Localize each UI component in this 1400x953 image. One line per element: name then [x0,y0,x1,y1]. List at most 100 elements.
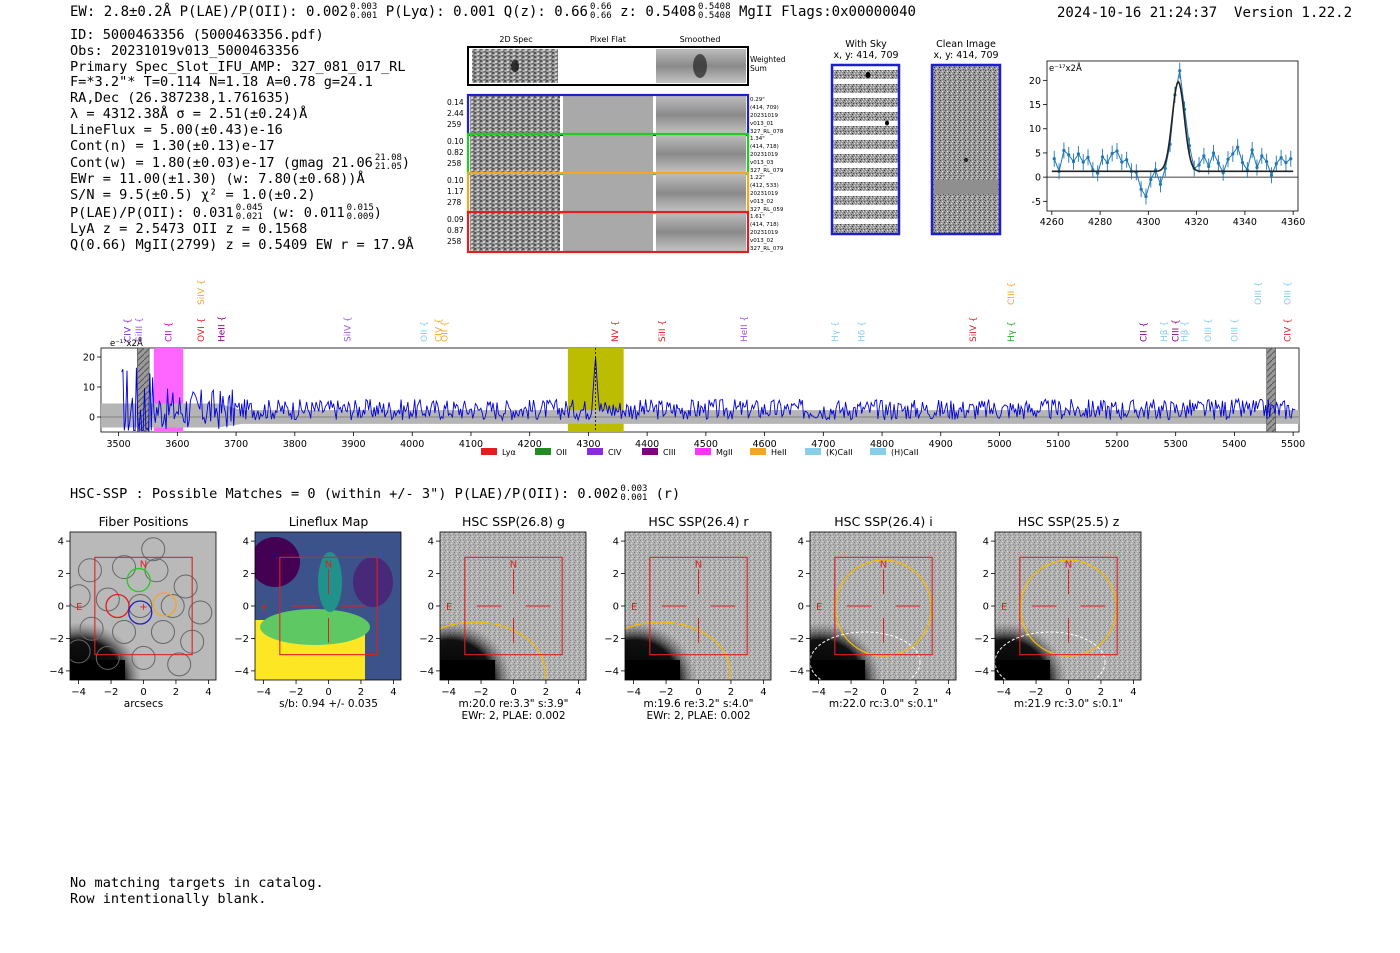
cutout-row-0: 0.14 2.44 259 0.29" (414, 709) 20231019 v013_0… [447,93,784,137]
cutout-val: 0.87 [447,226,464,235]
full-spectrum-plot: 3500 3600 3700 3800 3900 4000 4100 4200 4300 4400… [83,337,1305,457]
line-label: SiIV { [344,316,354,342]
line-label: HeII { [740,316,750,342]
zoom-ytick: 5 [1035,148,1041,159]
col-smoothed: Smoothed [680,35,721,44]
cutout-info: 327_RL_059 [750,207,784,213]
svg-text:+: + [139,602,147,613]
zoom-plot-frame [1046,60,1299,212]
line-label: OIII { [1204,318,1214,342]
panel-ytick: −2 [49,634,64,645]
line-label: SiIV { [969,316,979,342]
panel-xtick: 0 [880,687,886,698]
with-sky-panel: With Sky x, y: 414, 709 [830,39,901,236]
panel-ytick: 2 [428,569,434,580]
cutout-info: 20231019 [750,230,778,236]
spectrum-legend: Lyα OII CIV CIII MgII HeII (K)CaII (H)CaII [481,448,918,457]
panel-xtick: −2 [1029,687,1044,698]
spectra-cutouts: 2D Spec Pixel Flat Smoothed Weighted Sum… [447,35,786,254]
spectrum-xtick: 4800 [870,439,894,450]
fiber-circle [95,645,120,670]
cutout-info: 20231019 [750,191,778,197]
line-label: CIII { [1172,319,1182,342]
panel-caption: m:19.6 re:3.2" s:4.0" [644,698,754,710]
line-label: Hβ { [1180,321,1190,342]
line-label: SiIV { [197,279,207,305]
panel-xtick: 2 [173,687,179,698]
compass-e: E [76,602,82,613]
fiber-circle [150,619,175,644]
spectrum-ytick: 20 [83,353,95,364]
panel-ytick: −2 [789,634,804,645]
line-label: OVI { [197,318,207,342]
zoom-point [1260,154,1264,158]
panel-caption-2: EWr: 2, PLAE: 0.002 [646,710,750,722]
cutout-val: 0.14 [447,98,464,107]
cutout-info: 1.61" [750,214,765,220]
cutout-val: 0.10 [447,137,464,146]
svg-text:Lyα: Lyα [502,448,516,457]
spectrum-ytick: 10 [83,383,95,394]
panel-xtick: 0 [510,687,516,698]
panel-ytick: 2 [798,569,804,580]
aperture-circle [1019,559,1118,657]
cutout-info: v013_02 [750,238,774,244]
zoom-gaussian-fit [1051,80,1294,173]
zoom-point [1216,161,1220,165]
panel-xtick: 2 [1098,687,1104,698]
cutout-info: v013_01 [750,121,774,127]
line-id-labels: CIV {SiIII {CII {OVI {SiIV {HeII {SiIV {… [123,279,1293,342]
aperture-circle [834,559,933,657]
spectrum-xtick: 4700 [811,439,835,450]
fiber-circle [77,558,102,583]
zoom-point [1115,149,1119,153]
zoom-point [1279,156,1283,160]
panel-ytick: −4 [419,666,434,677]
zoom-point [1071,160,1076,164]
cutout-info: 327_RL_078 [750,129,784,135]
spectrum-xtick: 3500 [107,439,131,450]
cutout-row-3: 0.09 0.87 258 1.61" (414, 718) 20231019 v013_0… [447,210,784,254]
footer: No matching targets in catalog. Row inte… [70,875,324,907]
panel-caption-2: EWr: 2, PLAE: 0.002 [461,710,565,722]
spectrum-xtick: 4600 [753,439,777,450]
fiber-circle [167,652,192,677]
zoom-point [1289,157,1293,161]
line-label: NV { [611,321,621,342]
cutout-info: (412, 533) [750,183,779,189]
weighted-sum-row: Weighted Sum [467,46,786,86]
spectrum-xtick: 5000 [987,439,1011,450]
fiber-blue [128,600,153,625]
info-lambda: λ = 4312.38Å σ = 2.51(±0.24)Å [70,105,308,122]
fiber-circle [70,584,91,609]
spectrum-xtick: 5400 [1222,439,1246,450]
spectrum-xtick: 5100 [1046,439,1070,450]
compass-n: N [880,559,887,570]
line-label: CIII { [1007,282,1017,305]
panel-xtick: 4 [760,687,766,698]
cutout-val: 0.10 [447,176,464,185]
zoom-xtick: 4300 [1136,217,1160,228]
line-label: Hγ { [1007,321,1017,342]
panel-ytick: 2 [243,569,249,580]
header-qz: Q(z): 0.66 [503,4,588,20]
info-plae: P(LAE)/P(OII): 0.031 0.045 0.021 (w: 0.011… [70,202,382,222]
line-label: OII { [420,321,430,342]
legend-item: HeII [750,448,787,457]
zoom-xtick: 4340 [1233,217,1257,228]
line-label: OIII { [1254,281,1264,305]
panel-xtick: 4 [205,687,211,698]
source-ellipse [625,621,731,680]
spectrum-xtick: 4100 [459,439,483,450]
zoom-point [1158,182,1163,186]
zoom-point [1269,173,1274,177]
spectrum-ytick: 0 [89,413,95,424]
svg-text:(K)CaII: (K)CaII [826,448,853,457]
panel-ytick: 4 [983,537,989,548]
fiber-orange [152,592,177,617]
zoom-point [1240,161,1245,165]
line-label: SiII { [658,320,668,342]
panel-ytick: −4 [974,666,989,677]
cutout-val: 258 [447,237,462,246]
panel-xtick: 0 [325,687,331,698]
